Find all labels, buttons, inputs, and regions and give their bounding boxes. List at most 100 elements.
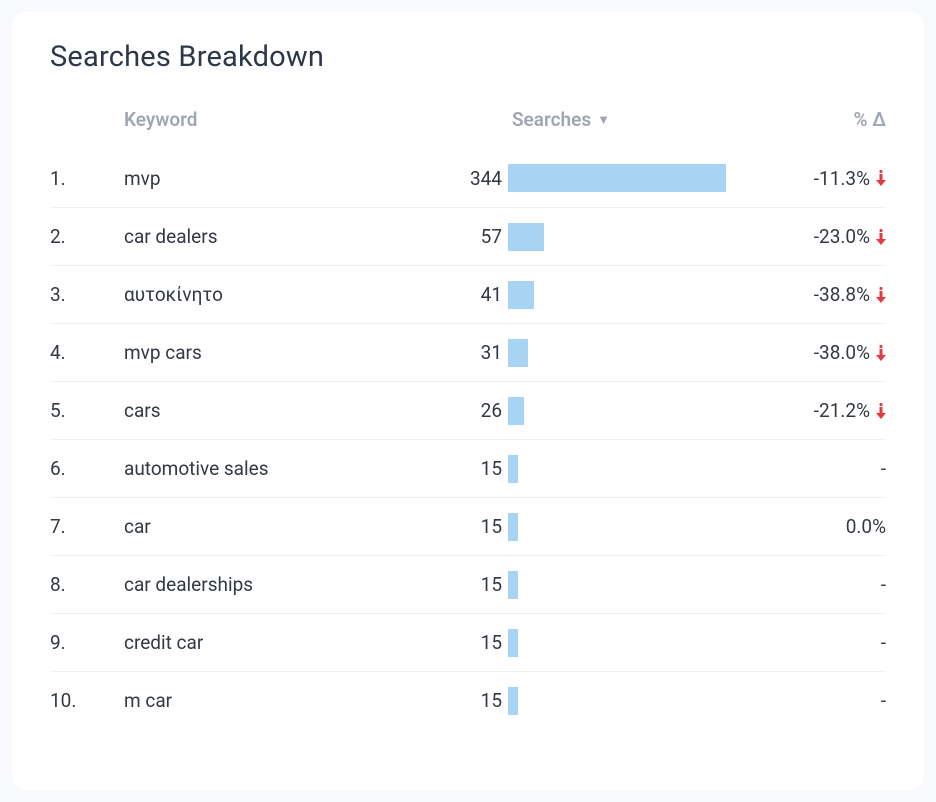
- delta-value: -11.3%: [814, 167, 870, 190]
- searches-value: 41: [396, 283, 508, 306]
- cell-delta: -38.8%: [726, 283, 886, 306]
- col-header-delta[interactable]: % Δ: [726, 108, 886, 131]
- delta-value: -: [881, 689, 886, 712]
- cell-rank: 8.: [50, 573, 124, 596]
- searches-bar-fill: [508, 397, 524, 425]
- delta-value: -38.8%: [814, 283, 870, 306]
- trend-down-icon: [876, 170, 886, 186]
- delta-value: -38.0%: [814, 341, 870, 364]
- table-header-row: Keyword Searches ▼ % Δ: [50, 100, 886, 149]
- table-row[interactable]: 8.car dealerships15 -: [50, 555, 886, 613]
- delta-value: 0.0%: [846, 515, 886, 538]
- table-row[interactable]: 4.mvp cars31-38.0%: [50, 323, 886, 381]
- searches-bar-fill: [508, 164, 726, 192]
- searches-bar-fill: [508, 223, 544, 251]
- col-header-keyword[interactable]: Keyword: [124, 108, 396, 131]
- searches-bar: [508, 223, 726, 251]
- table-row[interactable]: 9.credit car15 -: [50, 613, 886, 671]
- searches-bar-fill: [508, 455, 518, 483]
- cell-searches: 15: [396, 455, 726, 483]
- searches-bar: [508, 455, 726, 483]
- cell-searches: 41: [396, 281, 726, 309]
- col-header-searches[interactable]: Searches ▼: [396, 108, 726, 131]
- cell-delta: -: [726, 573, 886, 596]
- searches-bar-fill: [508, 629, 518, 657]
- cell-delta: -38.0%: [726, 341, 886, 364]
- cell-rank: 7.: [50, 515, 124, 538]
- cell-rank: 6.: [50, 457, 124, 480]
- cell-keyword: automotive sales: [124, 457, 396, 480]
- searches-breakdown-card: Searches Breakdown Keyword Searches ▼ % …: [12, 12, 924, 790]
- col-header-searches-label: Searches: [512, 108, 591, 131]
- searches-bar: [508, 339, 726, 367]
- searches-value: 344: [396, 167, 508, 190]
- trend-down-icon: [876, 287, 886, 303]
- searches-table: Keyword Searches ▼ % Δ 1.mvp344-11.3%2.c…: [50, 100, 886, 729]
- cell-keyword: car dealerships: [124, 573, 396, 596]
- searches-bar-fill: [508, 281, 534, 309]
- cell-delta: -23.0%: [726, 225, 886, 248]
- cell-delta: -: [726, 631, 886, 654]
- cell-searches: 26: [396, 397, 726, 425]
- cell-delta: -11.3%: [726, 167, 886, 190]
- searches-bar: [508, 687, 726, 715]
- card-title: Searches Breakdown: [50, 40, 886, 74]
- searches-value: 15: [396, 515, 508, 538]
- searches-bar-fill: [508, 571, 518, 599]
- cell-searches: 15: [396, 687, 726, 715]
- table-body: 1.mvp344 -11.3% 2.car dealers57 -23.0% 3.αυτ…: [50, 149, 886, 729]
- searches-bar: [508, 281, 726, 309]
- cell-delta: 0.0%: [726, 515, 886, 538]
- cell-keyword: car dealers: [124, 225, 396, 248]
- searches-bar: [508, 513, 726, 541]
- searches-value: 26: [396, 399, 508, 422]
- searches-bar: [508, 629, 726, 657]
- cell-delta: -: [726, 689, 886, 712]
- cell-searches: 15: [396, 571, 726, 599]
- searches-value: 15: [396, 689, 508, 712]
- cell-rank: 5.: [50, 399, 124, 422]
- cell-rank: 3.: [50, 283, 124, 306]
- searches-bar: [508, 397, 726, 425]
- delta-value: -: [881, 573, 886, 596]
- searches-bar-fill: [508, 687, 518, 715]
- cell-delta: -: [726, 457, 886, 480]
- searches-bar-fill: [508, 513, 518, 541]
- searches-bar: [508, 164, 726, 192]
- cell-keyword: mvp: [124, 167, 396, 190]
- searches-value: 31: [396, 341, 508, 364]
- searches-bar: [508, 571, 726, 599]
- table-row[interactable]: 1.mvp344 -11.3%: [50, 149, 886, 207]
- cell-delta: -21.2%: [726, 399, 886, 422]
- table-row[interactable]: 6.automotive sales15 -: [50, 439, 886, 497]
- delta-value: -: [881, 457, 886, 480]
- sort-desc-icon: ▼: [597, 112, 610, 128]
- cell-searches: 57: [396, 223, 726, 251]
- cell-rank: 2.: [50, 225, 124, 248]
- cell-keyword: credit car: [124, 631, 396, 654]
- cell-searches: 15: [396, 513, 726, 541]
- cell-rank: 9.: [50, 631, 124, 654]
- delta-value: -: [881, 631, 886, 654]
- cell-keyword: m car: [124, 689, 396, 712]
- cell-keyword: αυτοκίνητο: [124, 283, 396, 306]
- trend-down-icon: [876, 229, 886, 245]
- trend-down-icon: [876, 403, 886, 419]
- cell-keyword: car: [124, 515, 396, 538]
- cell-keyword: cars: [124, 399, 396, 422]
- col-header-delta-label: % Δ: [853, 108, 886, 131]
- table-row[interactable]: 3.αυτοκίνητο41 -38.8%: [50, 265, 886, 323]
- searches-value: 57: [396, 225, 508, 248]
- table-row[interactable]: 7.car15 0.0%: [50, 497, 886, 555]
- table-row[interactable]: 2.car dealers57 -23.0%: [50, 207, 886, 265]
- searches-bar-fill: [508, 339, 528, 367]
- searches-value: 15: [396, 573, 508, 596]
- cell-rank: 1.: [50, 167, 124, 190]
- table-row[interactable]: 5.cars26 -21.2%: [50, 381, 886, 439]
- table-row[interactable]: 10.m car15 -: [50, 671, 886, 729]
- trend-down-icon: [876, 345, 886, 361]
- delta-value: -23.0%: [814, 225, 870, 248]
- cell-searches: 15: [396, 629, 726, 657]
- cell-keyword: mvp cars: [124, 341, 396, 364]
- cell-rank: 10.: [50, 689, 124, 712]
